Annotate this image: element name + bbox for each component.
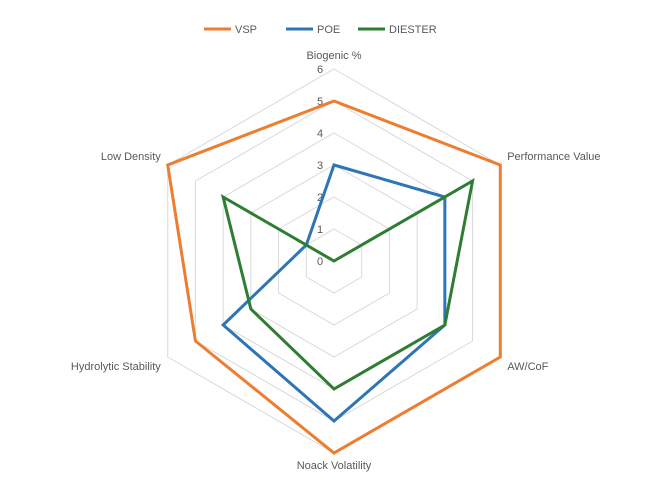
tick-label-5: 5 [317,96,323,108]
axis-labels: Biogenic % Performance Value AW/CoF Noack V… [71,50,601,472]
tick-labels: 0 1 2 3 4 5 6 [317,64,323,268]
legend-item-vsp: VSP [204,24,257,36]
axis-label-performance-value: Performance Value [507,151,600,163]
legend: VSP POE DIESTER [204,24,437,36]
tick-label-6: 6 [317,64,323,76]
tick-label-1: 1 [317,224,323,236]
axis-label-noack-volatility: Noack Volatility [297,460,372,472]
legend-label-poe: POE [317,24,340,36]
legend-label-vsp: VSP [235,24,257,36]
axis-label-biogenic: Biogenic % [306,50,361,62]
legend-label-diester: DIESTER [389,24,437,36]
series-line-diester [220,178,475,391]
legend-item-diester: DIESTER [358,24,437,36]
axis-label-aw-cof: AW/CoF [507,361,548,373]
tick-label-2: 2 [317,192,323,204]
series-line-vsp [166,99,502,455]
tick-label-3: 3 [317,160,323,172]
axis-label-low-density: Low Density [101,151,161,163]
tick-label-0: 0 [317,256,323,268]
series-layer [166,99,502,455]
tick-label-4: 4 [317,128,323,140]
legend-item-poe: POE [286,24,340,36]
axis-label-hydrolytic-stability: Hydrolytic Stability [71,361,161,373]
